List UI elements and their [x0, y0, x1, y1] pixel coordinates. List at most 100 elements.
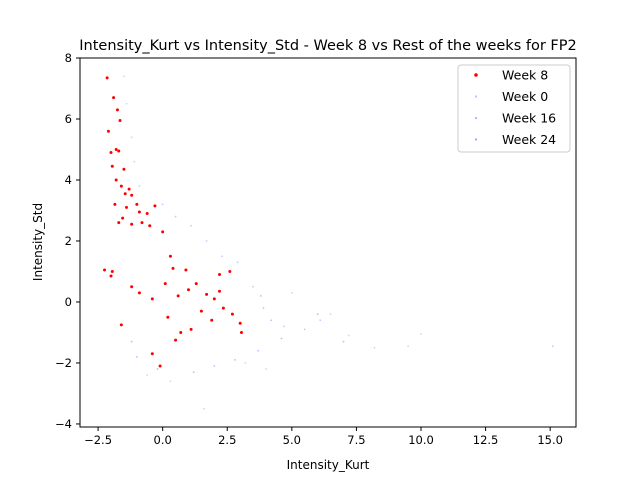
- data-point: [218, 273, 221, 277]
- data-point: [130, 136, 133, 139]
- data-point: [218, 289, 221, 293]
- plot-frame: [79, 57, 577, 428]
- legend-entry[interactable]: Week 24: [474, 132, 556, 147]
- data-point: [106, 129, 110, 133]
- y-axis: −4 −2 0 2 4 6 8: [55, 51, 80, 431]
- legend-label: Week 0: [502, 89, 548, 104]
- data-point: [347, 334, 350, 337]
- series-week-16: [161, 203, 554, 348]
- legend-marker: [474, 116, 478, 120]
- data-point: [221, 255, 223, 258]
- data-point: [239, 330, 243, 334]
- legend-label: Week 8: [502, 68, 548, 83]
- y-tick-label: 6: [65, 112, 72, 126]
- data-point: [109, 274, 113, 278]
- y-tick-label: 4: [65, 173, 72, 187]
- data-point: [117, 149, 121, 153]
- data-point: [205, 240, 208, 242]
- data-point: [109, 151, 113, 155]
- data-point: [119, 184, 123, 188]
- data-point: [137, 291, 141, 295]
- data-point: [230, 312, 234, 316]
- data-point: [236, 261, 239, 264]
- data-point: [303, 328, 306, 331]
- data-point: [190, 224, 192, 227]
- x-tick-label: 2.5: [218, 433, 236, 447]
- data-point: [174, 215, 177, 218]
- data-point: [135, 355, 138, 358]
- x-tick-label: 0.0: [154, 433, 172, 447]
- data-point: [189, 327, 193, 331]
- data-point: [213, 365, 216, 367]
- data-point: [103, 268, 107, 272]
- data-point: [199, 309, 203, 313]
- series-week-24: [130, 294, 345, 374]
- data-point: [168, 254, 172, 258]
- data-point: [234, 359, 236, 361]
- series-week-8: [103, 76, 243, 368]
- legend-label: Week 24: [502, 132, 556, 147]
- data-point: [228, 269, 232, 273]
- data-point: [135, 202, 139, 206]
- data-point: [123, 192, 127, 196]
- data-point: [110, 269, 114, 273]
- data-point: [140, 221, 144, 225]
- y-tick-label: −4: [55, 417, 72, 431]
- data-point: [121, 216, 125, 220]
- data-point: [150, 352, 154, 356]
- data-point: [137, 210, 141, 214]
- y-tick-label: 0: [65, 295, 72, 309]
- x-axis-label: Intensity_Kurt: [287, 458, 370, 472]
- data-point: [156, 368, 159, 370]
- data-point: [130, 222, 134, 226]
- y-tick-label: −2: [55, 356, 72, 370]
- series-week-0: [123, 75, 422, 410]
- legend-entry[interactable]: Week 0: [474, 89, 548, 104]
- data-point: [210, 318, 214, 322]
- data-point: [153, 204, 157, 208]
- data-point: [125, 205, 128, 209]
- data-point: [257, 349, 260, 352]
- data-point: [203, 407, 205, 410]
- data-point: [316, 313, 319, 316]
- data-point: [158, 364, 162, 368]
- data-point: [125, 102, 128, 105]
- y-axis-label: Intensity_Std: [31, 203, 45, 281]
- data-point: [133, 160, 136, 163]
- data-point: [283, 325, 285, 328]
- data-point: [122, 167, 126, 171]
- x-tick-label: 5.0: [283, 433, 301, 447]
- x-tick-label: 10.0: [408, 433, 434, 447]
- data-point: [130, 285, 134, 289]
- legend-entry[interactable]: Week 8: [474, 68, 548, 83]
- data-points: [103, 75, 554, 410]
- data-point: [114, 178, 118, 182]
- legend[interactable]: Week 8 Week 0 Week 16 Week 24: [457, 64, 571, 153]
- data-point: [105, 76, 109, 80]
- data-point: [117, 221, 121, 225]
- x-tick-label: −2.5: [84, 433, 112, 447]
- data-point: [262, 307, 265, 309]
- data-point: [171, 266, 175, 270]
- data-point: [238, 321, 242, 325]
- data-point: [148, 224, 152, 228]
- data-point: [123, 75, 125, 78]
- data-point: [113, 202, 117, 206]
- legend-label: Week 16: [502, 111, 556, 126]
- legend-marker: [474, 138, 478, 141]
- x-tick-label: 7.5: [347, 433, 365, 447]
- chart-title: Intensity_Kurt vs Intensity_Std - Week 8…: [79, 38, 576, 54]
- data-point: [205, 292, 209, 296]
- legend-marker: [474, 73, 478, 77]
- legend-entry[interactable]: Week 16: [474, 111, 556, 126]
- data-point: [184, 268, 188, 272]
- data-point: [161, 230, 165, 234]
- data-point: [192, 371, 195, 374]
- data-point: [146, 374, 149, 377]
- data-point: [110, 164, 114, 168]
- data-point: [342, 340, 345, 343]
- x-tick-label: 12.5: [473, 433, 499, 447]
- data-point: [179, 330, 183, 334]
